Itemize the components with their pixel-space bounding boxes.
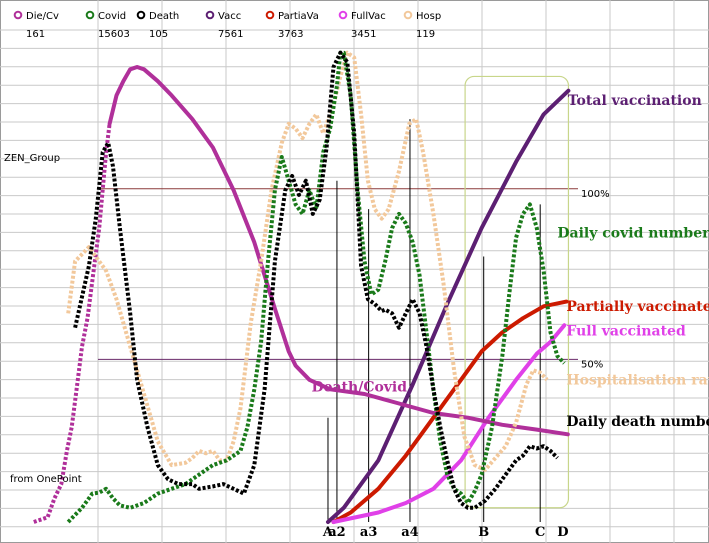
legend-marker <box>403 10 413 20</box>
marker-label: B <box>478 525 489 540</box>
series-label: Partially vaccinated <box>566 299 709 315</box>
marker-label: D <box>557 525 568 540</box>
series-label: Daily death number <box>566 414 709 430</box>
highlight-box <box>464 75 570 509</box>
marker-label: a4 <box>401 525 418 540</box>
legend-label: Hosp <box>416 11 441 22</box>
legend-value: 15603 <box>98 29 130 40</box>
legend-marker <box>338 10 348 20</box>
series-label: Death/Covid <box>311 380 407 396</box>
legend-label: PartiaVa <box>278 11 319 22</box>
highlight-box-group <box>464 75 570 509</box>
legend-marker <box>13 10 23 20</box>
legend-label: Die/Cv <box>26 11 59 22</box>
series-label: Hospitalisation rate <box>566 373 709 389</box>
legend-value: 7561 <box>218 29 243 40</box>
series-line-partiava <box>331 299 569 524</box>
marker-label: a3 <box>360 525 377 540</box>
legend-label: Vacc <box>218 11 241 22</box>
series-line-death <box>73 50 559 510</box>
legend-value: 161 <box>26 29 45 40</box>
series-line-covid <box>66 50 566 524</box>
legend-label: Covid <box>98 11 126 22</box>
legend-label: Death <box>149 11 179 22</box>
legend-marker <box>136 10 146 20</box>
legend-value: 105 <box>149 29 168 40</box>
marker-label: C <box>535 525 545 540</box>
series-line-die-cv <box>33 123 112 524</box>
series-label: Daily covid number <box>557 226 709 242</box>
legend-label: FullVac <box>351 11 386 22</box>
legend-value: 3451 <box>351 29 376 40</box>
series-line-hosp <box>66 50 549 472</box>
legend-value: 3763 <box>278 29 303 40</box>
series-line-fullvac <box>331 323 567 524</box>
marker-labels: Aa2 a3 a4 B C D <box>322 525 569 540</box>
series-labels: Total vaccination Daily covid number Parti… <box>311 93 709 430</box>
marker-label: A <box>322 525 334 540</box>
legend-value: 119 <box>416 29 435 40</box>
side-label-top: ZEN_Group <box>4 153 60 164</box>
legend: Die/Cv 161 Covid 15603 Death 105 Vacc 7561 Parti… <box>13 10 441 40</box>
series-lines <box>33 50 571 524</box>
reference-line-label: 50% <box>581 359 603 370</box>
series-label: Full vaccinated <box>566 324 686 340</box>
reference-line-label: 100% <box>581 189 610 200</box>
series-label: Total vaccination <box>568 93 702 109</box>
marker-label: a2 <box>328 525 345 540</box>
marker-lines <box>327 119 541 522</box>
legend-marker <box>205 10 215 20</box>
legend-marker <box>85 10 95 20</box>
reference-lines: 100% 50% <box>98 188 610 370</box>
legend-marker <box>265 10 275 20</box>
side-label-bottom: from OnePoint <box>10 474 82 485</box>
